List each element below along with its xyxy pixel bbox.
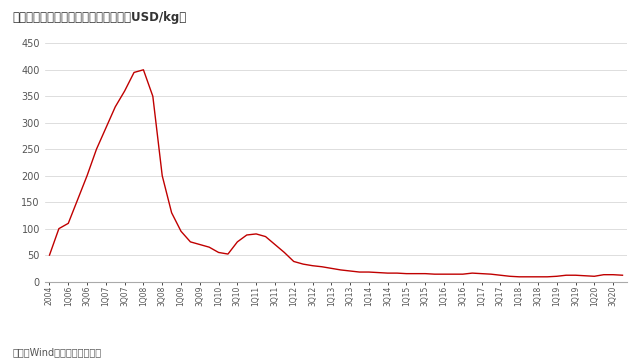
Text: 来源：Wind，中泰证券研究所: 来源：Wind，中泰证券研究所	[13, 347, 102, 357]
Text: 图表：海外主流硅料企业多晶硅均价（USD/kg）: 图表：海外主流硅料企业多晶硅均价（USD/kg）	[13, 11, 187, 24]
